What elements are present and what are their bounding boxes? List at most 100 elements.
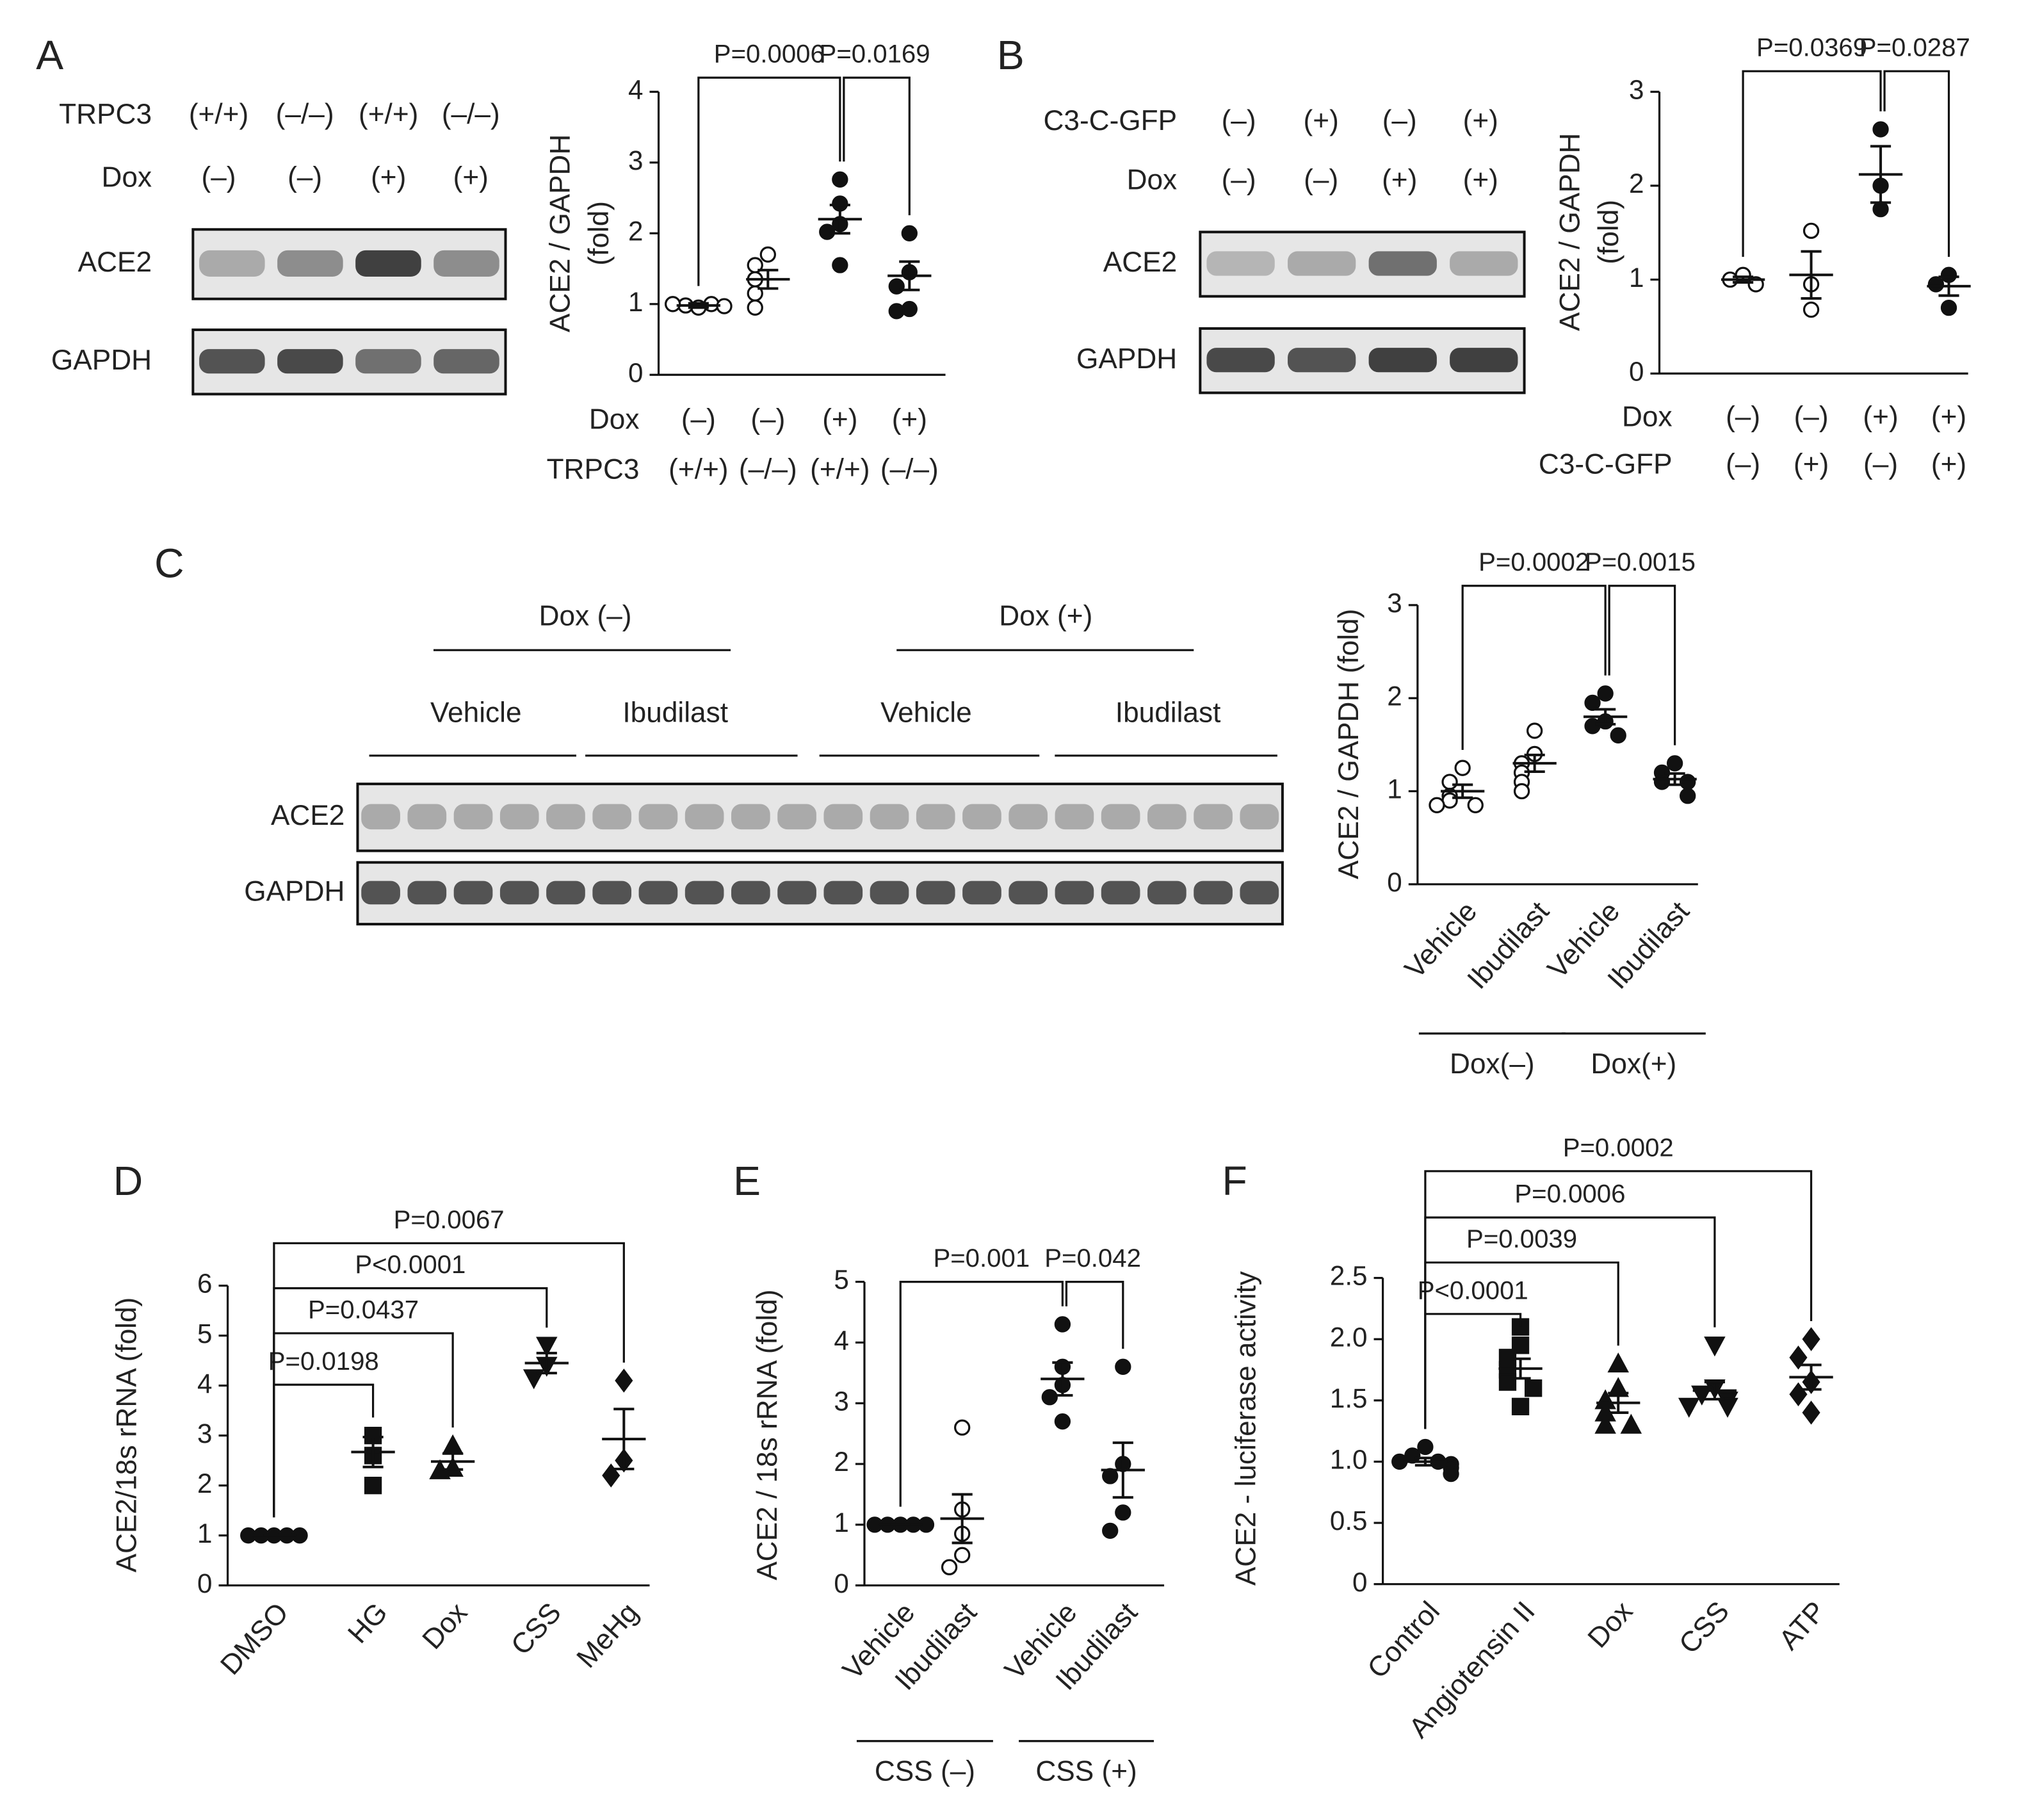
comparison-bracket [1742, 70, 1882, 257]
p-value: P=0.0002 [1563, 1133, 1674, 1162]
data-point [954, 1419, 971, 1436]
blot-band [1101, 804, 1140, 830]
panel-label: D [113, 1158, 143, 1204]
blot-treatment: Vehicle [430, 697, 522, 728]
data-point [1467, 797, 1484, 813]
y-tick-label: 3 [628, 145, 643, 175]
data-point [941, 1559, 958, 1575]
blot-band [1008, 804, 1048, 830]
comparison-bracket [697, 76, 841, 286]
blot-band [731, 881, 770, 905]
data-point [759, 246, 776, 263]
blot-band [1450, 348, 1518, 373]
data-point [954, 1547, 971, 1563]
x-row-label: (–/–) [739, 454, 797, 485]
data-point [1666, 755, 1683, 772]
x-row-name: Dox [1622, 401, 1673, 432]
comparison-bracket [273, 1242, 625, 1518]
blot-row-name: Dox [1127, 165, 1178, 196]
x-tick-label: CSS [505, 1597, 567, 1661]
data-point [665, 296, 681, 313]
y-tick-label: 4 [197, 1369, 212, 1399]
x-row-label: (+) [1863, 401, 1898, 432]
blot-lane-label: (+) [371, 162, 406, 193]
data-point [1054, 1413, 1071, 1430]
blot-lane-label: (+) [1382, 165, 1417, 196]
data-point [1620, 1413, 1642, 1434]
y-axis-label: ACE2/18s rRNA (fold) [111, 1297, 143, 1573]
x-row-label: (–) [750, 403, 785, 435]
y-tick-label: 2 [1387, 681, 1402, 711]
data-point [1526, 722, 1543, 739]
blot-band [916, 804, 955, 830]
x-row-label: (+/+) [668, 454, 728, 485]
blot-box [356, 861, 1284, 926]
data-point [1802, 1401, 1820, 1425]
x-tick-label: DMSO [215, 1597, 295, 1681]
blot-row-name: TRPC3 [59, 99, 152, 130]
group-label: Dox(+) [1591, 1048, 1676, 1080]
blot-band [546, 804, 585, 830]
data-point [1511, 1397, 1530, 1416]
x-tick-label: ATP [1773, 1596, 1832, 1656]
p-value: P<0.0001 [355, 1250, 466, 1279]
blot-row-name: Dox [101, 162, 152, 193]
p-value: P=0.001 [933, 1244, 1030, 1272]
data-point [1524, 1379, 1543, 1397]
data-point [1678, 1397, 1700, 1418]
x-row-label: (–) [1863, 449, 1898, 480]
data-point [1584, 694, 1601, 711]
blot-treatment: Vehicle [880, 697, 972, 728]
y-tick-label: 0 [197, 1568, 212, 1598]
blot-band [361, 804, 400, 830]
data-point [1680, 774, 1696, 790]
blot-band [1055, 881, 1094, 905]
data-point [1498, 1373, 1517, 1391]
data-point [364, 1477, 382, 1495]
y-tick-label: 0 [834, 1568, 848, 1598]
y-axis-label: ACE2 - luciferase activity [1230, 1271, 1261, 1586]
y-tick-label: 1.5 [1330, 1383, 1368, 1413]
comparison-bracket [1424, 1170, 1813, 1429]
data-point [1054, 1316, 1071, 1333]
blot-lane-label: (–) [288, 162, 322, 193]
x-tick-label: Dox [416, 1597, 473, 1655]
blot-band [823, 804, 863, 830]
blot-band [199, 250, 265, 277]
blot-header: Dox (+) [999, 601, 1092, 632]
x-tick-label: Control [1361, 1596, 1446, 1685]
blot-band [1368, 251, 1437, 276]
blot-band [355, 349, 421, 374]
data-point [1872, 121, 1889, 138]
y-tick-label: 2.5 [1330, 1261, 1368, 1291]
y-tick-label: 2.0 [1330, 1322, 1368, 1352]
blot-band [277, 349, 343, 374]
panel-label: B [997, 32, 1025, 78]
data-point [1704, 1337, 1726, 1357]
blot-band [1206, 348, 1275, 373]
y-tick-label: 0 [628, 357, 643, 387]
x-tick-label: MeHg [571, 1597, 644, 1674]
blot-band [453, 881, 493, 905]
panel-label: E [733, 1158, 761, 1204]
blot-band [1206, 251, 1275, 276]
x-row-name: Dox [589, 403, 640, 435]
blot-treatment: Ibudilast [622, 697, 728, 728]
x-row-label: (–) [1726, 401, 1760, 432]
blot-band [684, 881, 724, 905]
blot-band [638, 881, 678, 905]
data-point [832, 171, 848, 188]
p-value: P<0.0001 [1418, 1276, 1528, 1304]
blot-band [1288, 348, 1356, 373]
blot-band [407, 804, 447, 830]
y-tick-label: 2 [628, 216, 643, 246]
data-point [1594, 1413, 1616, 1434]
p-value: P=0.0006 [1514, 1180, 1625, 1208]
data-point [1584, 718, 1601, 735]
blot-lane-label: (+/+) [189, 99, 248, 130]
y-axis-label: (fold) [583, 201, 615, 266]
y-tick-label: 0 [1387, 867, 1402, 897]
y-axis-label: ACE2 / GAPDH [1555, 133, 1586, 331]
y-tick-label: 1 [628, 287, 643, 317]
group-label: CSS (–) [875, 1756, 975, 1787]
